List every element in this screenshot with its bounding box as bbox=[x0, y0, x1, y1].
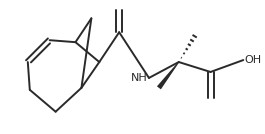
Text: OH: OH bbox=[244, 55, 262, 65]
Text: NH: NH bbox=[131, 73, 148, 83]
Polygon shape bbox=[157, 62, 179, 89]
